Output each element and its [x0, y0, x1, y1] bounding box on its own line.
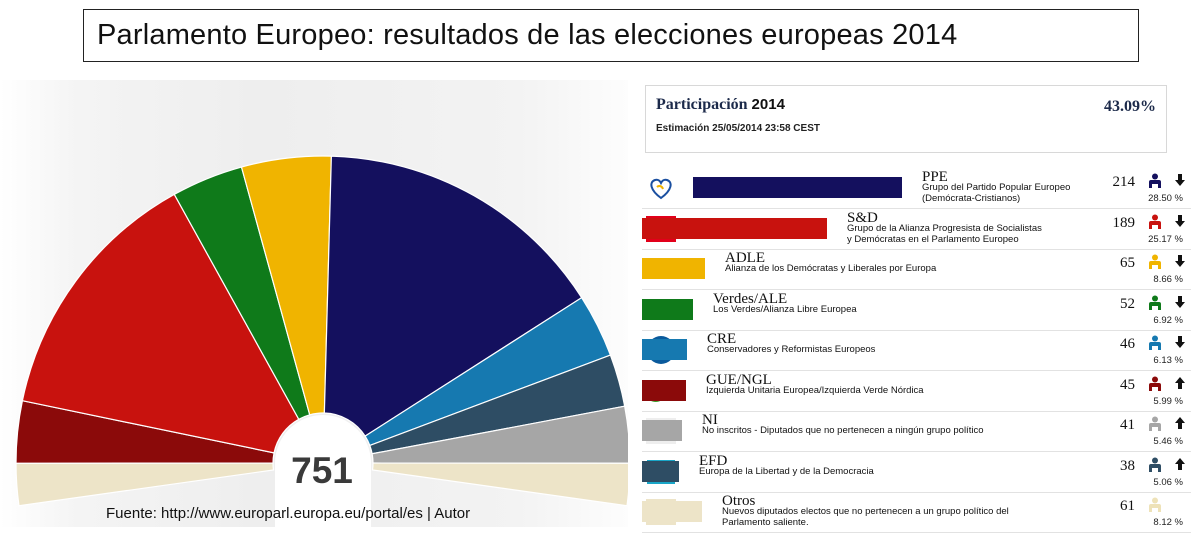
arrow-up-icon	[1175, 376, 1185, 389]
source-label: Fuente: http://www.europarl.europa.eu/po…	[106, 505, 471, 522]
party-abbr: Verdes/ALE	[713, 290, 788, 307]
party-abbr: EFD	[699, 452, 728, 469]
title-box: Parlamento Europeo: resultados de las el…	[83, 9, 1139, 62]
party-seats: 214	[1112, 174, 1136, 190]
party-row[interactable]: NI No inscritos - Diputados que no perten…	[642, 411, 1191, 452]
person-icon	[1149, 335, 1161, 350]
arrow-down-icon	[1175, 336, 1185, 348]
hemicycle-slice-otros-right	[371, 462, 631, 507]
party-abbr: NI	[702, 412, 718, 428]
party-percentage: 6.92 %	[1153, 314, 1183, 326]
person-icon	[1149, 457, 1161, 472]
participation-year: 2014	[751, 96, 785, 113]
party-bar	[642, 379, 686, 401]
person-icon	[1149, 173, 1161, 188]
party-seats: 45	[1120, 376, 1135, 393]
party-percentage: 6.13 %	[1153, 355, 1183, 366]
party-description-line2: y Demócratas en el Parlamento Europeo	[847, 233, 1019, 245]
party-bar	[642, 460, 679, 482]
total-seats-label: 751	[291, 450, 353, 491]
hemicycle-chart	[15, 155, 631, 527]
arrow-down-icon	[1175, 255, 1185, 267]
party-percentage: 5.46 %	[1153, 436, 1183, 447]
party-description: No inscritos - Diputados que no pertenec…	[702, 425, 984, 436]
party-seats: 52	[1120, 295, 1135, 312]
party-abbr: GUE/NGL	[706, 371, 772, 388]
arrow-down-icon	[1175, 214, 1185, 227]
party-bar	[642, 298, 693, 320]
party-seats: 41	[1120, 417, 1135, 433]
party-bar	[642, 258, 705, 279]
party-abbr: CRE	[707, 331, 737, 347]
participation-estimate: Estimación 25/05/2014 23:58 CEST	[656, 123, 820, 134]
party-description-line2: (Demócrata-Cristianos)	[922, 193, 1021, 204]
person-icon	[1149, 295, 1161, 310]
person-icon	[1149, 376, 1161, 391]
party-bar	[693, 177, 902, 198]
hemicycle-slice-otros-left	[15, 462, 275, 507]
party-description: Europa de la Libertad y de la Democracia	[699, 465, 874, 477]
hemicycle-slice-s-d	[21, 193, 300, 454]
party-abbr: Otros	[722, 493, 756, 509]
participation-value: 43.09%	[1104, 98, 1156, 115]
party-row[interactable]: EFD Europa de la Libertad y de la Democra…	[642, 452, 1191, 493]
party-description: Grupo de la Alianza Progresista de Socia…	[847, 222, 1042, 234]
party-seats: 65	[1120, 255, 1135, 271]
party-row[interactable]: S&D Grupo de la Alianza Progresista de So…	[642, 209, 1191, 250]
hemicycle-center	[275, 415, 371, 527]
party-description-line2: Parlamento saliente.	[722, 517, 809, 528]
party-abbr: ADLE	[725, 250, 765, 266]
party-row[interactable]: PPE Grupo del Partido Popular Europeo (Dem…	[642, 168, 1191, 209]
party-logo-ppe	[646, 174, 676, 202]
person-icon	[1149, 416, 1161, 431]
party-seats: 189	[1112, 214, 1136, 231]
party-description: Los Verdes/Alianza Libre Europea	[713, 303, 857, 315]
hemicycle-area	[0, 80, 650, 527]
participation-title: Participación 2014	[656, 96, 785, 114]
party-abbr: PPE	[922, 169, 948, 185]
party-percentage: 8.66 %	[1153, 274, 1183, 285]
party-abbr: S&D	[847, 209, 878, 226]
party-description: Alianza de los Demócratas y Liberales po…	[725, 263, 937, 274]
person-icon	[1149, 214, 1161, 229]
party-seats: 46	[1120, 336, 1135, 352]
party-description: Grupo del Partido Popular Europeo	[922, 182, 1071, 193]
party-bar	[642, 217, 827, 239]
party-row[interactable]: CRE Conservadores y Reformistas Europeos 4…	[642, 330, 1191, 371]
ppe-heart-icon	[650, 178, 672, 200]
party-row[interactable]: Verdes/ALE Los Verdes/Alianza Libre Europ…	[642, 290, 1191, 331]
party-percentage: 5.06 %	[1153, 476, 1183, 488]
party-description: Izquierda Unitaria Europea/Izquierda Ver…	[706, 384, 924, 396]
party-bar	[642, 339, 687, 360]
party-percentage: 8.12 %	[1153, 517, 1183, 528]
participation-label: Participación	[656, 96, 748, 113]
party-row[interactable]: GUE/NGL Izquierda Unitaria Europea/Izquie…	[642, 371, 1191, 412]
arrow-down-icon	[1175, 174, 1185, 186]
person-icon	[1149, 254, 1161, 269]
participation-box: Participación 2014 Estimación 25/05/2014…	[645, 85, 1167, 153]
party-bar	[642, 420, 682, 441]
chart-title: Parlamento Europeo: resultados de las el…	[97, 19, 958, 51]
party-description: Conservadores y Reformistas Europeos	[707, 344, 876, 355]
party-bar	[642, 501, 702, 522]
party-description: Nuevos diputados electos que no pertenec…	[722, 506, 1009, 517]
party-seats: 61	[1120, 498, 1135, 514]
arrow-down-icon	[1175, 295, 1185, 308]
hemicycle-slice-ppe	[323, 155, 583, 437]
party-percentage: 5.99 %	[1153, 395, 1183, 407]
party-percentage: 28.50 %	[1148, 193, 1183, 204]
party-seats: 38	[1120, 457, 1135, 474]
arrow-up-icon	[1175, 417, 1185, 429]
party-percentage: 25.17 %	[1148, 233, 1183, 245]
arrow-up-icon	[1175, 457, 1185, 470]
person-icon	[1149, 497, 1161, 512]
